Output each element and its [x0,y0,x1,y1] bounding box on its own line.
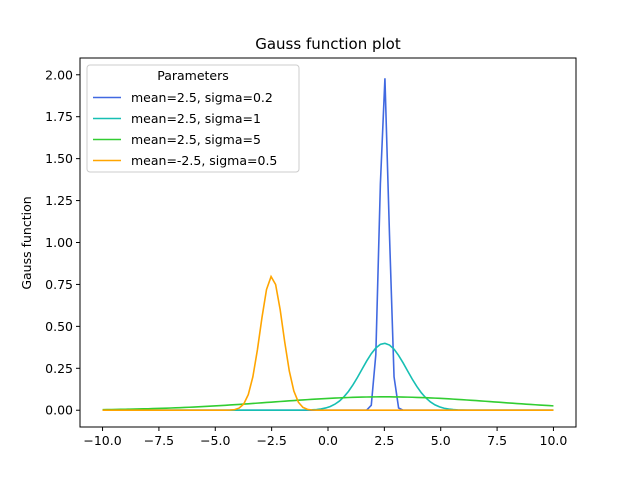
y-axis: 0.00 0.25 0.50 0.75 1.00 1.25 1.50 1.75 2.00 [45,67,80,418]
x-tick-label: −2.5 [256,433,286,448]
y-tick-label: 0.50 [45,319,73,334]
chart-title: Gauss function plot [255,35,401,53]
legend: Parameters mean=2.5, sigma=0.2 mean=2.5, s… [86,64,300,173]
series-lines [102,78,554,412]
x-axis: −10.0 −7.5 −5.0 −2.5 0.0 2.5 5.0 7.5 10.0 [83,427,567,448]
y-axis-label: Gauss function [19,196,34,289]
y-tick-label: 0.75 [45,277,73,292]
x-tick-label: 7.5 [487,433,507,448]
y-tick-label: 0.00 [45,403,73,418]
y-tick-label: 1.50 [45,151,73,166]
x-tick-label: 10.0 [540,433,568,448]
y-tick-label: 1.25 [45,193,73,208]
x-tick-label: −5.0 [200,433,230,448]
x-tick-label: 2.5 [374,433,394,448]
series-line-4 [102,274,554,412]
x-tick-label: −7.5 [144,433,174,448]
legend-box [86,64,300,173]
y-tick-label: 1.00 [45,235,73,250]
series-line-3 [102,396,554,411]
y-tick-label: 0.25 [45,361,73,376]
legend-title: Parameters [157,68,229,83]
x-tick-label: −10.0 [83,433,121,448]
legend-entry-3: mean=2.5, sigma=5 [131,132,261,147]
legend-entry-1: mean=2.5, sigma=0.2 [131,90,273,105]
legend-entry-4: mean=-2.5, sigma=0.5 [131,153,277,168]
x-tick-label: 5.0 [431,433,451,448]
y-tick-label: 1.75 [45,109,73,124]
x-tick-label: 0.0 [318,433,338,448]
legend-entry-2: mean=2.5, sigma=1 [131,111,261,126]
y-tick-label: 2.00 [45,67,73,82]
